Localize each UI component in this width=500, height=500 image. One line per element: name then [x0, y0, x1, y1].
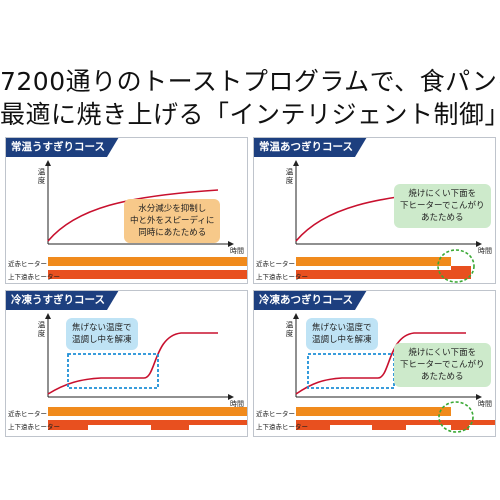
panel-frozen-thin: 冷凍うすぎりコース 温度 時間 近赤ヒーター 上下遠赤ヒーター 焦げない温度で …: [5, 290, 248, 437]
far-infrared-heater-bar: [296, 420, 495, 425]
panel-frozen-thick-graphic: [293, 313, 495, 433]
near-infrared-heater-label: 近赤ヒーター: [8, 260, 47, 268]
note-line: 下ヒーターでこんがり: [400, 360, 485, 370]
note-line: 温調し中を解凍: [72, 335, 132, 345]
note-line: あたためる: [420, 213, 464, 223]
far-infrared-heater-label: 上下遠赤ヒーター: [8, 423, 60, 431]
far-infrared-heater-label: 上下遠赤ヒーター: [8, 273, 60, 281]
note-moisture: 水分減少を抑制し 中と外をスピーディに 同時にあたためる: [124, 199, 221, 243]
bottom-heat-highlight: [438, 401, 474, 433]
x-axis-label: 時間: [478, 400, 492, 408]
panel-room-temp-thick-graphic: [293, 160, 482, 283]
note-line: 焼けにくい下面を: [408, 189, 477, 199]
temperature-curve: [47, 189, 219, 242]
note-line: 同時にあたためる: [138, 228, 207, 238]
far-infrared-heater-bar: [48, 270, 247, 279]
note-bottom-heat: 焼けにくい下面を 下ヒーターでこんがり あたためる: [394, 184, 491, 228]
near-infrared-heater-bar: [296, 257, 451, 266]
y-axis-arrow: [45, 313, 51, 319]
far-infrared-heater-label: 上下遠赤ヒーター: [256, 273, 308, 281]
far-infrared-heater-boost: [451, 420, 469, 430]
near-infrared-heater-label: 近赤ヒーター: [256, 410, 295, 418]
near-infrared-heater-label: 近赤ヒーター: [8, 410, 47, 418]
far-infrared-heater-bar: [296, 270, 451, 279]
y-axis-label: 温度: [37, 168, 46, 185]
note-thaw: 焦げない温度で 温調し中を解凍: [306, 318, 378, 350]
panel-frozen-thin-graphic: [45, 313, 247, 430]
note-line: あたためる: [420, 372, 464, 382]
near-infrared-heater-bar: [296, 407, 451, 416]
note-line: 焦げない温度で: [312, 323, 372, 333]
near-infrared-heater-bar: [48, 407, 247, 416]
panel-frozen-thick: 冷凍あつぎりコース 温度 時間 近赤ヒーター 上下遠赤ヒーター 焦げない温度で …: [253, 290, 496, 437]
panel-room-temp-thick: 常温あつぎりコース 温度 時間 近赤ヒーター 上下遠赤ヒーター 焼けにくい下面を…: [253, 137, 496, 284]
panel-title: 常温うすぎりコース: [5, 137, 119, 157]
note-line: 焦げない温度で: [72, 323, 132, 333]
x-axis-arrow: [476, 241, 482, 247]
note-line: 下ヒーターでこんがり: [400, 201, 485, 211]
headline-line-1: 7200通りのトーストプログラムで、食パンを: [0, 67, 500, 96]
far-infrared-heater-label: 上下遠赤ヒーター: [256, 423, 308, 431]
note-bottom-heat: 焼けにくい下面を 下ヒーターでこんがり あたためる: [394, 343, 491, 387]
y-axis-arrow: [293, 160, 299, 166]
far-infrared-heater-bar: [48, 420, 247, 425]
y-axis-label: 温度: [37, 321, 46, 338]
panel-room-temp-thin-graphic: [45, 160, 247, 279]
far-infrared-heater-pulse: [48, 425, 88, 430]
note-line: 水分減少を抑制し: [138, 204, 207, 214]
x-axis-label: 時間: [230, 247, 244, 255]
bottom-heat-highlight: [437, 249, 475, 283]
y-axis-arrow: [293, 313, 299, 319]
far-infrared-heater-pulse: [151, 425, 189, 430]
headline-line-2: 最適に焼き上げる「インテリジェント制御」: [0, 100, 500, 129]
x-axis-arrow: [228, 241, 234, 247]
temperature-curve: [295, 332, 466, 395]
y-axis-label: 温度: [285, 168, 294, 185]
far-infrared-heater-pulse: [372, 425, 406, 430]
thaw-zone-highlight: [67, 353, 159, 389]
x-axis-arrow: [228, 394, 234, 400]
far-infrared-heater-pulse: [296, 425, 330, 430]
panel-title: 冷凍うすぎりコース: [5, 290, 119, 310]
note-thaw: 焦げない温度で 温調し中を解凍: [66, 318, 138, 350]
note-line: 焼けにくい下面を: [408, 348, 477, 358]
far-infrared-heater-boost: [451, 266, 471, 279]
note-line: 中と外をスピーディに: [130, 216, 215, 226]
near-infrared-heater-label: 近赤ヒーター: [256, 260, 295, 268]
y-axis-label: 温度: [285, 321, 294, 338]
near-infrared-heater-bar: [48, 257, 247, 266]
thaw-zone-highlight: [307, 353, 395, 389]
y-axis-arrow: [45, 160, 51, 166]
panel-title: 常温あつぎりコース: [253, 137, 367, 157]
x-axis-arrow: [476, 394, 482, 400]
x-axis-label: 時間: [478, 247, 492, 255]
x-axis-label: 時間: [230, 400, 244, 408]
panel-room-temp-thin: 常温うすぎりコース 温度 時間 近赤ヒーター 上下遠赤ヒーター 水分減少を抑制し…: [5, 137, 248, 284]
note-line: 温調し中を解凍: [312, 335, 372, 345]
panel-title: 冷凍あつぎりコース: [253, 290, 367, 310]
